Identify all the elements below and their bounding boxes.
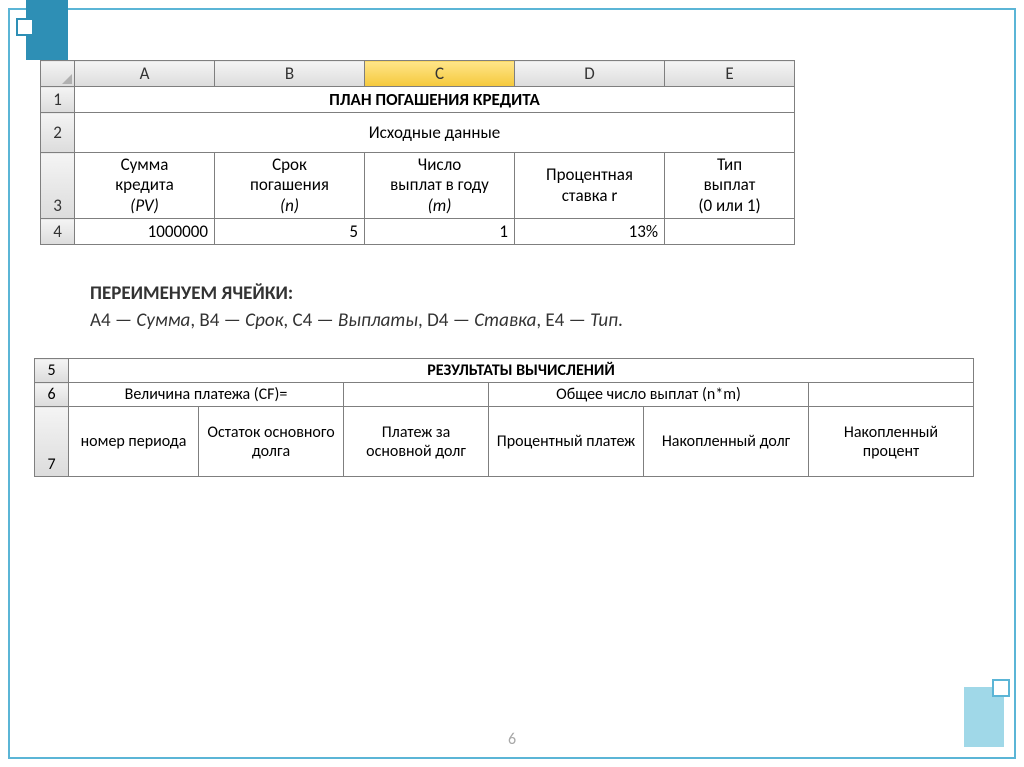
cell-h-principal[interactable]: Платеж за основной долг [344, 407, 489, 477]
col-header-C[interactable]: C [365, 61, 515, 87]
corner-accent-tl-square [16, 18, 34, 36]
cell-title[interactable]: ПЛАН ПОГАШЕНИЯ КРЕДИТА [75, 87, 795, 113]
row-3: 3 Сумма кредита (PV) Срок погашения (n) … [41, 153, 795, 219]
column-header-row: A B C D E [41, 61, 795, 87]
cell-h-balance[interactable]: Остаток основного долга [199, 407, 344, 477]
cell-C4[interactable]: 1 [365, 219, 515, 245]
cell-E4[interactable] [665, 219, 795, 245]
col-header-E[interactable]: E [665, 61, 795, 87]
cell-h-acc-debt[interactable]: Накопленный долг [644, 407, 809, 477]
col-header-D[interactable]: D [515, 61, 665, 87]
cell-subtitle[interactable]: Исходные данные [75, 113, 795, 153]
row-header-7[interactable]: 7 [35, 407, 69, 477]
spreadsheet-table-1: A B C D E 1 ПЛАН ПОГАШЕНИЯ КРЕДИТА 2 Исх… [40, 60, 795, 245]
col-header-B[interactable]: B [215, 61, 365, 87]
explain-line: A4 — Сумма, B4 — Срок, C4 — Выплаты, D4 … [90, 308, 984, 335]
row-6: 6 Величина платежа (CF)= Общее число вып… [35, 383, 974, 407]
rename-explanation: ПЕРЕИМЕНУЕМ ЯЧЕЙКИ: A4 — Сумма, B4 — Сро… [90, 281, 984, 334]
cell-cf-label[interactable]: Величина платежа (CF)= [69, 383, 344, 407]
row-5: 5 РЕЗУЛЬТАТЫ ВЫЧИСЛЕНИЙ [35, 359, 974, 383]
row-header-2[interactable]: 2 [41, 113, 75, 153]
explain-title: ПЕРЕИМЕНУЕМ ЯЧЕЙКИ: [90, 281, 984, 308]
cell-h-acc-interest[interactable]: Накопленный процент [809, 407, 974, 477]
row-4: 4 1000000 5 1 13% [41, 219, 795, 245]
corner-accent-br-square [992, 679, 1010, 697]
cell-h-period[interactable]: номер периода [69, 407, 199, 477]
row-2: 2 Исходные данные [41, 113, 795, 153]
cell-A3[interactable]: Сумма кредита (PV) [75, 153, 215, 219]
cell-B3[interactable]: Срок погашения (n) [215, 153, 365, 219]
cell-results-title[interactable]: РЕЗУЛЬТАТЫ ВЫЧИСЛЕНИЙ [69, 359, 974, 383]
row-header-3[interactable]: 3 [41, 153, 75, 219]
row-header-1[interactable]: 1 [41, 87, 75, 113]
row-header-4[interactable]: 4 [41, 219, 75, 245]
row-7: 7 номер периода Остаток основного долга … [35, 407, 974, 477]
select-all-corner[interactable] [41, 61, 75, 87]
spreadsheet-table-2: 5 РЕЗУЛЬТАТЫ ВЫЧИСЛЕНИЙ 6 Величина плате… [34, 358, 974, 477]
cell-nm-label[interactable]: Общее число выплат (n*m) [489, 383, 809, 407]
cell-B4[interactable]: 5 [215, 219, 365, 245]
cell-E3[interactable]: Тип выплат (0 или 1) [665, 153, 795, 219]
cell-nm-value[interactable] [809, 383, 974, 407]
cell-cf-value[interactable] [344, 383, 489, 407]
col-header-A[interactable]: A [75, 61, 215, 87]
row-header-6[interactable]: 6 [35, 383, 69, 407]
row-1: 1 ПЛАН ПОГАШЕНИЯ КРЕДИТА [41, 87, 795, 113]
cell-A4[interactable]: 1000000 [75, 219, 215, 245]
page-number: 6 [0, 730, 1024, 749]
cell-C3[interactable]: Число выплат в году (m) [365, 153, 515, 219]
row-header-5[interactable]: 5 [35, 359, 69, 383]
cell-h-interest[interactable]: Процентный платеж [489, 407, 644, 477]
cell-D4[interactable]: 13% [515, 219, 665, 245]
cell-D3[interactable]: Процентная ставка r [515, 153, 665, 219]
